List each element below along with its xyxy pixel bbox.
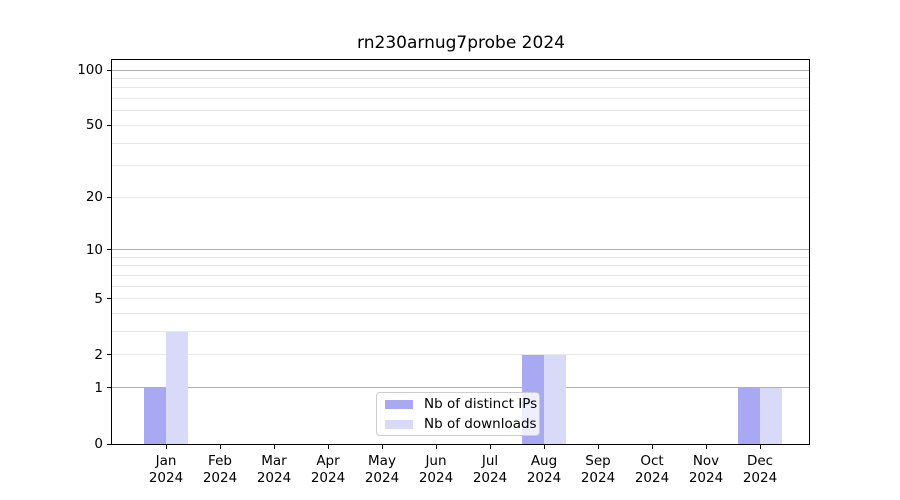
x-tick-label: Sep 2024 [580, 453, 616, 486]
bar [166, 331, 188, 444]
bar [760, 387, 782, 444]
x-tick-label: Dec 2024 [742, 453, 778, 486]
y-tick [107, 124, 112, 126]
y-tick [107, 443, 112, 445]
y-tick [107, 249, 112, 251]
y-tick [107, 298, 112, 300]
gridline-major [112, 69, 809, 71]
bar [738, 387, 760, 444]
x-tick-label: May 2024 [364, 453, 400, 486]
x-tick-label: Mar 2024 [256, 453, 292, 486]
bar [144, 387, 166, 444]
y-tick [107, 354, 112, 356]
gridline-minor [112, 124, 809, 126]
x-tick-label: Aug 2024 [526, 453, 562, 486]
x-tick-label: Oct 2024 [634, 453, 670, 486]
gridline-major [112, 387, 809, 389]
y-tick [107, 69, 112, 71]
x-tick [759, 445, 761, 449]
legend-swatch-icon [385, 419, 413, 429]
legend: Nb of distinct IPs Nb of downloads [376, 392, 540, 436]
gridline-minor [112, 298, 809, 300]
x-tick [219, 445, 221, 449]
gridline-minor [112, 196, 809, 198]
gridline-minor [112, 142, 809, 144]
y-tick-label: 1 [94, 379, 103, 396]
x-tick-label: Jan 2024 [148, 453, 184, 486]
legend-item: Nb of distinct IPs [385, 396, 537, 412]
x-tick [381, 445, 383, 449]
gridline-minor [112, 98, 809, 100]
x-tick-label: Nov 2024 [688, 453, 724, 486]
x-tick-label: Jul 2024 [472, 453, 508, 486]
x-tick-label: Apr 2024 [310, 453, 346, 486]
y-tick [107, 196, 112, 198]
y-tick-label: 10 [85, 241, 103, 258]
x-tick-label: Feb 2024 [202, 453, 238, 486]
legend-label: Nb of downloads [424, 416, 537, 432]
x-tick [435, 445, 437, 449]
legend-label: Nb of distinct IPs [424, 396, 538, 412]
y-tick-label: 100 [77, 62, 103, 78]
y-tick-label: 50 [85, 117, 103, 134]
x-tick [705, 445, 707, 449]
gridline-minor [112, 354, 809, 356]
x-tick [597, 445, 599, 449]
gridline-minor [112, 165, 809, 167]
y-tick [107, 387, 112, 389]
x-tick [273, 445, 275, 449]
gridline-minor [112, 313, 809, 315]
gridline-minor [112, 77, 809, 79]
y-tick-label: 0 [94, 436, 103, 452]
x-tick [543, 445, 545, 449]
x-tick-label: Jun 2024 [418, 453, 454, 486]
x-tick [489, 445, 491, 449]
y-tick-label: 20 [85, 189, 103, 206]
y-tick-label: 5 [94, 290, 103, 307]
y-tick-label: 2 [94, 346, 103, 363]
x-tick [651, 445, 653, 449]
gridline-minor [112, 274, 809, 276]
bar [544, 354, 566, 444]
chart-title: rn230arnug7probe 2024 [357, 33, 565, 53]
gridline-minor [112, 331, 809, 333]
gridline-major [112, 249, 809, 251]
x-tick [327, 445, 329, 449]
plot-area: Nb of distinct IPs Nb of downloads [111, 59, 810, 445]
legend-swatch-icon [385, 399, 413, 409]
gridline-minor [112, 265, 809, 267]
gridline-minor [112, 256, 809, 258]
x-tick [165, 445, 167, 449]
gridline-minor [112, 87, 809, 89]
legend-item: Nb of downloads [385, 416, 537, 432]
gridline-minor [112, 285, 809, 287]
gridline-minor [112, 110, 809, 112]
